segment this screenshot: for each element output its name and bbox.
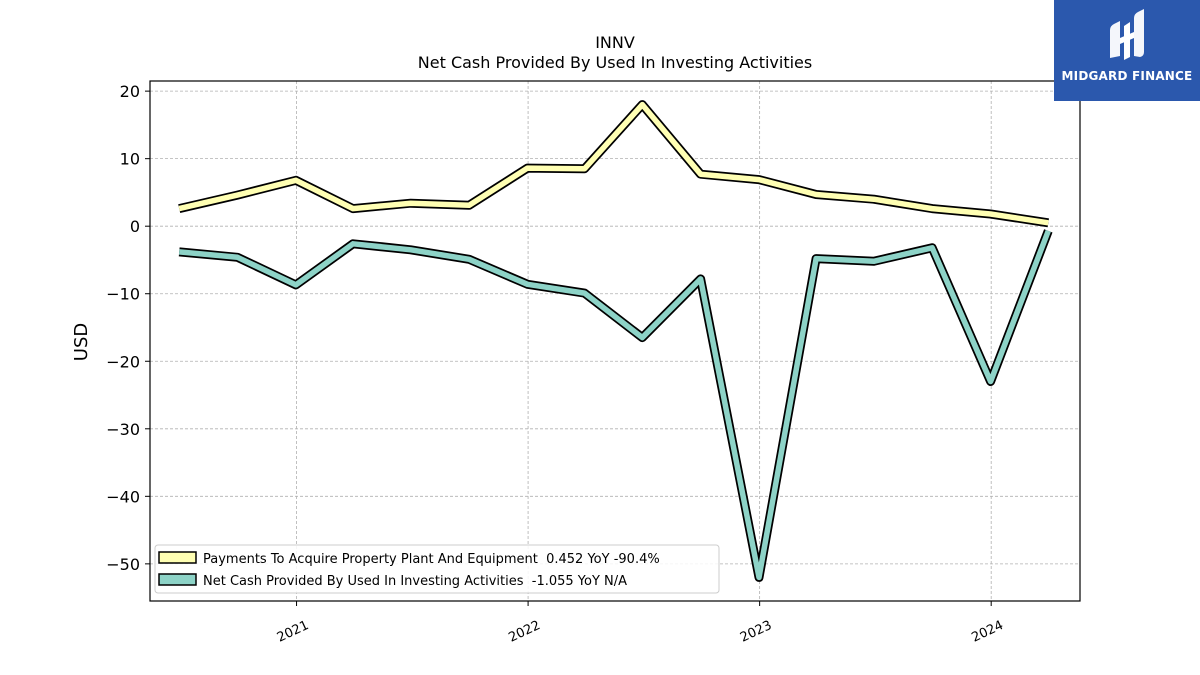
logo-text: MIDGARD FINANCE xyxy=(1061,69,1193,83)
legend: Payments To Acquire Property Plant And E… xyxy=(154,544,720,594)
x-tick-label: 2024 xyxy=(970,618,1006,646)
y-tick-label: 10 xyxy=(120,150,140,169)
x-axis-ticks: 2021 2022 2023 2024 xyxy=(275,601,1006,646)
y-tick-label: 0 xyxy=(130,217,140,236)
legend-swatch-investing xyxy=(158,573,197,586)
x-tick-label: 2022 xyxy=(506,618,542,646)
grid xyxy=(150,81,1080,601)
series-line xyxy=(178,229,1051,581)
y-axis-label: USD xyxy=(71,323,92,361)
y-tick-label: −50 xyxy=(106,555,140,574)
y-tick-label: −40 xyxy=(106,487,140,506)
series-line xyxy=(178,101,1049,226)
y-axis-ticks: 20 10 0 −10 −20 −30 −40 −50 xyxy=(106,82,150,574)
legend-label-capex: Payments To Acquire Property Plant And E… xyxy=(203,552,660,567)
series-capex xyxy=(178,100,1049,228)
plot-frame xyxy=(149,80,1081,602)
logo-mark-icon xyxy=(1110,9,1144,60)
x-tick-label: 2023 xyxy=(738,618,774,646)
legend-swatch-capex xyxy=(158,551,197,564)
chart-title: INNV xyxy=(595,33,635,52)
series-investing xyxy=(178,229,1053,582)
midgard-finance-logo: MIDGARD FINANCE xyxy=(1054,0,1200,101)
series-lines xyxy=(178,100,1053,582)
y-tick-label: −10 xyxy=(106,285,140,304)
series-outline xyxy=(178,229,1053,582)
y-tick-label: −20 xyxy=(106,352,140,371)
x-tick-label: 2021 xyxy=(275,618,311,646)
legend-label-investing: Net Cash Provided By Used In Investing A… xyxy=(203,574,627,589)
y-tick-label: −30 xyxy=(106,420,140,439)
y-tick-label: 20 xyxy=(120,82,140,101)
chart-subtitle: Net Cash Provided By Used In Investing A… xyxy=(418,53,812,72)
legend-box xyxy=(154,544,720,594)
